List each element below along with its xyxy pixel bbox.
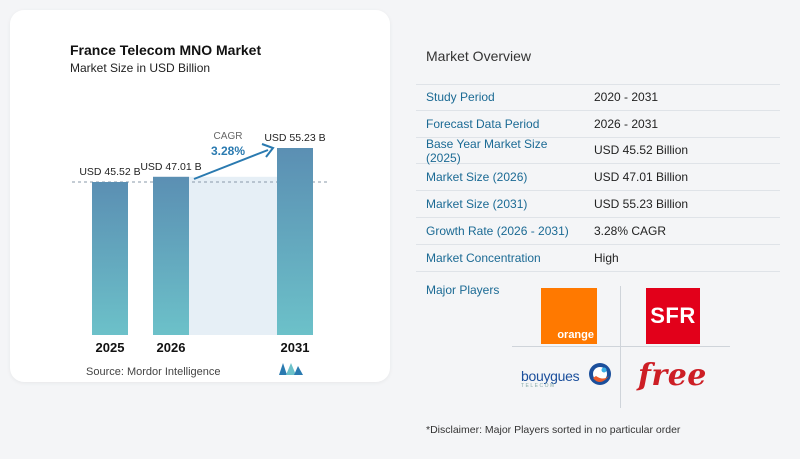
cagr-band (189, 176, 277, 335)
cagr-value: 3.28% (211, 144, 245, 158)
cagr-arrow (193, 149, 269, 180)
players-divider-horizontal (512, 346, 730, 347)
value-label-2026: USD 47.01 B (140, 161, 201, 173)
cagr-arrowhead (261, 143, 275, 158)
row-label: Market Size (2031) (426, 197, 528, 212)
row-label: Study Period (426, 90, 495, 105)
row-value: 3.28% CAGR (594, 223, 667, 238)
row-label: Growth Rate (2026 - 2031) (426, 223, 569, 238)
disclaimer: *Disclaimer: Major Players sorted in no … (426, 424, 681, 436)
chart-source: Source: Mordor Intelligence (86, 366, 221, 378)
table-row: Market Size (2031) USD 55.23 Billion (416, 191, 780, 218)
table-row: Forecast Data Period 2026 - 2031 (416, 111, 780, 138)
row-value: USD 47.01 Billion (594, 170, 689, 185)
free-logo: free (638, 358, 707, 393)
bouygues-logo: bouygues TELECOM (521, 359, 615, 391)
value-label-2031: USD 55.23 B (264, 132, 325, 144)
bar-2025 (92, 182, 128, 335)
bar-chart: USD 45.52 B USD 47.01 B USD 55.23 B 2025 202… (72, 131, 330, 355)
bar-2031 (277, 148, 313, 335)
players-divider-vertical (620, 286, 621, 408)
table-row: Growth Rate (2026 - 2031) 3.28% CAGR (416, 218, 780, 245)
overview-title: Market Overview (426, 48, 532, 64)
table-row: Market Size (2026) USD 47.01 Billion (416, 164, 780, 192)
mordor-logo-icon (279, 363, 303, 375)
major-players-label: Major Players (426, 283, 500, 297)
row-value: USD 55.23 Billion (594, 197, 689, 212)
chart-title: France Telecom MNO Market (70, 42, 262, 58)
row-label: Market Concentration (426, 250, 541, 265)
x-tick-label-2026: 2026 (157, 340, 186, 355)
row-label: Forecast Data Period (426, 116, 540, 131)
orange-logo-text: orange (557, 329, 594, 341)
bouygues-swirl-icon (589, 363, 611, 385)
bouygues-logo-text: bouygues (521, 368, 580, 384)
row-value: 2020 - 2031 (594, 90, 659, 105)
sfr-logo-text: SFR (650, 303, 696, 328)
row-value: USD 45.52 Billion (594, 143, 689, 158)
orange-logo: orange (541, 288, 597, 344)
overview-table: Study Period 2020 - 2031 Forecast Data P… (416, 84, 780, 272)
row-value: 2026 - 2031 (594, 116, 659, 131)
table-row: Study Period 2020 - 2031 (416, 84, 780, 111)
row-value: High (594, 250, 619, 265)
row-label: Base Year Market Size (2025) (426, 136, 548, 165)
x-tick-label-2025: 2025 (96, 340, 125, 355)
x-tick-label-2031: 2031 (281, 340, 310, 355)
table-row: Base Year Market Size (2025) USD 45.52 B… (416, 136, 780, 165)
value-label-2025: USD 45.52 B (79, 166, 140, 178)
bar-2026 (153, 176, 189, 335)
table-row: Market Concentration High (416, 245, 780, 272)
bouygues-logo-subtext: TELECOM (521, 383, 556, 389)
cagr-label: CAGR (214, 131, 243, 142)
row-label: Market Size (2026) (426, 170, 528, 185)
chart-subtitle: Market Size in USD Billion (70, 61, 211, 75)
sfr-logo: SFR (646, 288, 700, 344)
